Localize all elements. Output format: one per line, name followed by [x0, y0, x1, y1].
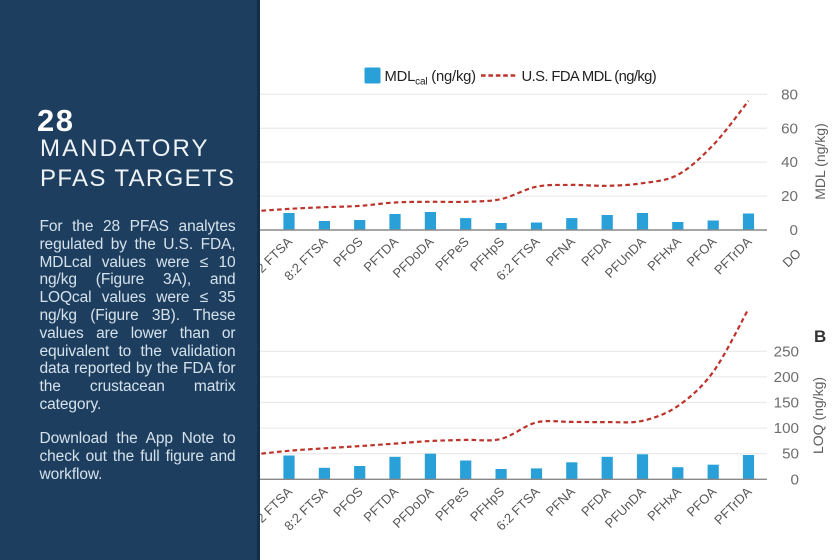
svg-text:200: 200	[774, 369, 799, 386]
svg-text:250: 250	[774, 343, 799, 360]
svg-text:0: 0	[790, 222, 798, 239]
svg-text:PFTrDA: PFTrDA	[711, 484, 755, 528]
svg-text:100: 100	[774, 420, 799, 437]
svg-text:20: 20	[781, 188, 798, 205]
svg-text:80: 80	[781, 86, 798, 103]
svg-text:PFNA: PFNA	[543, 234, 578, 269]
svg-text:PFTrDA: PFTrDA	[711, 234, 755, 278]
svg-text:PFNA: PFNA	[543, 484, 578, 519]
svg-text:PFHxA: PFHxA	[644, 234, 684, 274]
svg-text:MDL (ng/kg): MDL (ng/kg)	[812, 123, 828, 200]
svg-text:150: 150	[774, 395, 799, 412]
svg-text:U.S. FDA MDL (ng/kg): U.S. FDA MDL (ng/kg)	[522, 69, 657, 85]
svg-text:PFPeS: PFPeS	[432, 484, 472, 524]
svg-text:PFPeS: PFPeS	[432, 234, 472, 274]
svg-text:50: 50	[782, 446, 799, 463]
svg-text:60: 60	[781, 120, 798, 137]
svg-text:0: 0	[791, 471, 799, 488]
svg-text:PFHxA: PFHxA	[644, 484, 684, 524]
svg-text:DO: DO	[780, 246, 804, 270]
svg-text:LOQ (ng/kg): LOQ (ng/kg)	[810, 377, 826, 454]
svg-text:MDLcal (ng/kg): MDLcal (ng/kg)	[385, 69, 477, 88]
svg-text:40: 40	[781, 154, 798, 171]
svg-text:B: B	[814, 327, 826, 346]
